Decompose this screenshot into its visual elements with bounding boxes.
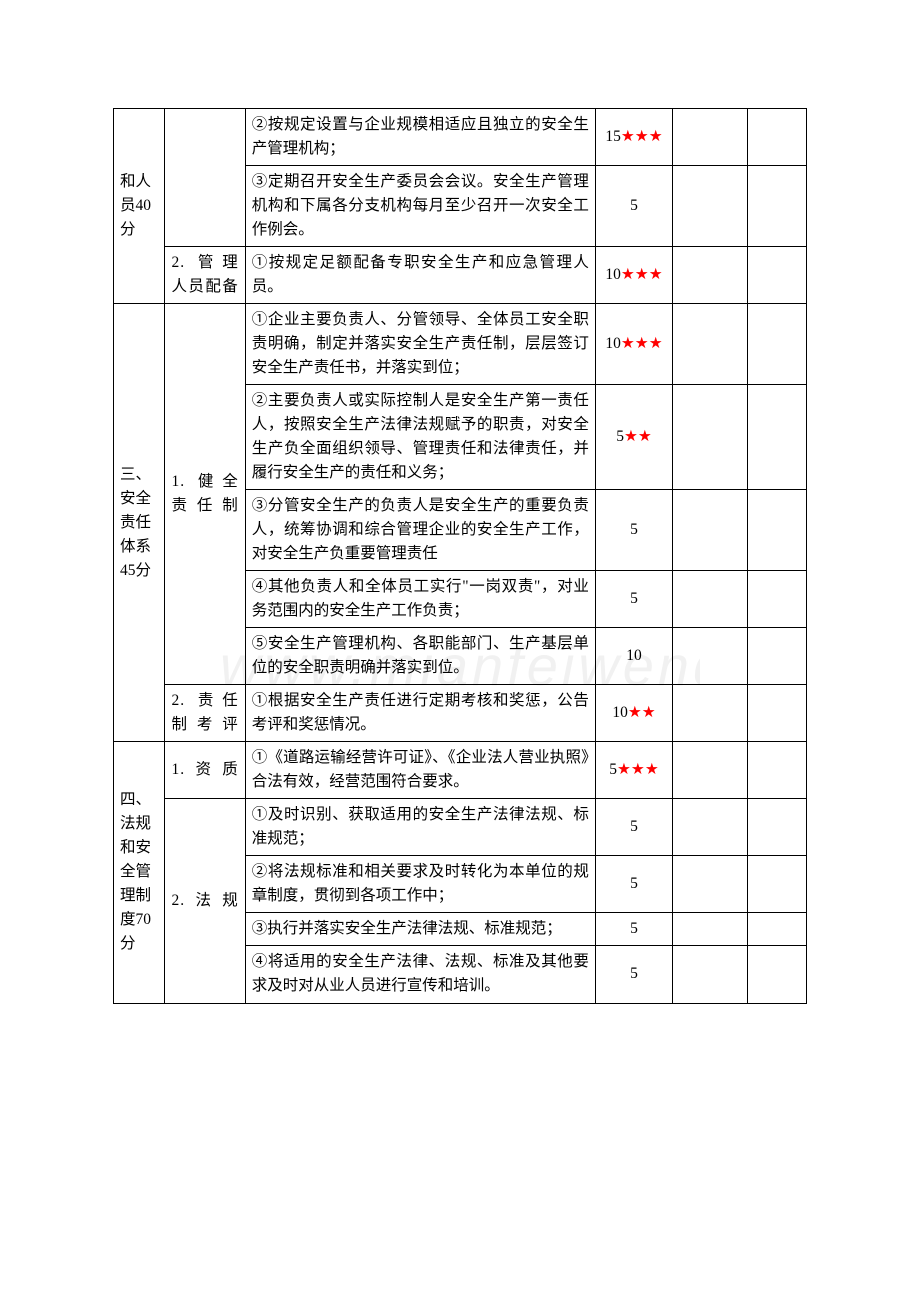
table-row: 2. 责任制考评 ①根据安全生产责任进行定期考核和奖惩，公告考评和奖惩情况。 1… — [114, 685, 807, 742]
empty-cell — [748, 490, 807, 571]
criteria-text: ⑤安全生产管理机构、各职能部门、生产基层单位的安全职责明确并落实到位。 — [245, 628, 595, 685]
empty-cell — [673, 742, 748, 799]
assessment-table: 和人员40分 ②按规定设置与企业规模相适应且独立的安全生产管理机构； 15★★★… — [113, 108, 807, 1004]
empty-cell — [673, 109, 748, 166]
criteria-text: ②主要负责人或实际控制人是安全生产第一责任人，按照安全生产法律法规赋予的职责，对… — [245, 385, 595, 490]
empty-cell — [673, 490, 748, 571]
criteria-text: ④其他负责人和全体员工实行"一岗双责"，对业务范围内的安全生产工作负责； — [245, 571, 595, 628]
score-value: 5 — [630, 590, 638, 607]
score-cell: 5 — [595, 856, 672, 913]
empty-cell — [748, 628, 807, 685]
score-value: 10 — [626, 647, 642, 664]
score-value: 5 — [630, 875, 638, 892]
empty-cell — [673, 799, 748, 856]
item-label: 1.资质 — [165, 742, 245, 799]
empty-cell — [673, 571, 748, 628]
score-cell: 5 — [595, 490, 672, 571]
score-value: 5 — [630, 197, 638, 214]
score-value: 5 — [630, 521, 638, 538]
table-row: 四、法规和安全管理制度70分 1.资质 ①《道路运输经营许可证》、《企业法人营业… — [114, 742, 807, 799]
item-label — [165, 109, 245, 247]
empty-cell — [748, 742, 807, 799]
empty-cell — [673, 628, 748, 685]
section-label: 三、安全责任体系45分 — [114, 304, 165, 742]
score-value: 5 — [630, 920, 638, 937]
score-cell: 5 — [595, 166, 672, 247]
empty-cell — [748, 799, 807, 856]
empty-cell — [748, 685, 807, 742]
criteria-text: ③定期召开安全生产委员会会议。安全生产管理机构和下属各分支机构每月至少召开一次安… — [245, 166, 595, 247]
table-row: 三、安全责任体系45分 1. 健全责任制 ①企业主要负责人、分管领导、全体员工安… — [114, 304, 807, 385]
empty-cell — [673, 946, 748, 1003]
criteria-text: ①及时识别、获取适用的安全生产法律法规、标准规范； — [245, 799, 595, 856]
star-icon: ★★★ — [621, 128, 663, 145]
score-value: 10 — [605, 266, 621, 283]
score-cell: 10★★★ — [595, 304, 672, 385]
empty-cell — [748, 304, 807, 385]
section-label: 和人员40分 — [114, 109, 165, 304]
score-cell: 5 — [595, 913, 672, 946]
empty-cell — [748, 166, 807, 247]
criteria-text: ②按规定设置与企业规模相适应且独立的安全生产管理机构； — [245, 109, 595, 166]
item-label: 1. 健全责任制 — [165, 304, 245, 685]
score-value: 10 — [605, 335, 621, 352]
score-value: 5 — [630, 818, 638, 835]
score-value: 15 — [605, 128, 621, 145]
star-icon: ★★ — [624, 428, 652, 445]
empty-cell — [673, 166, 748, 247]
score-cell: 5★★ — [595, 385, 672, 490]
table-row: 2. 管理人员配备 ①按规定足额配备专职安全生产和应急管理人员。 10★★★ — [114, 247, 807, 304]
score-cell: 10 — [595, 628, 672, 685]
star-icon: ★★★ — [617, 761, 659, 778]
empty-cell — [748, 856, 807, 913]
score-value: 5 — [616, 428, 624, 445]
star-icon: ★★★ — [621, 266, 663, 283]
criteria-text: ①根据安全生产责任进行定期考核和奖惩，公告考评和奖惩情况。 — [245, 685, 595, 742]
empty-cell — [748, 571, 807, 628]
table-row: 和人员40分 ②按规定设置与企业规模相适应且独立的安全生产管理机构； 15★★★ — [114, 109, 807, 166]
star-icon: ★★ — [628, 704, 656, 721]
score-cell: 10★★ — [595, 685, 672, 742]
item-label: 2. 责任制考评 — [165, 685, 245, 742]
criteria-text: ①企业主要负责人、分管领导、全体员工安全职责明确，制定并落实安全生产责任制，层层… — [245, 304, 595, 385]
empty-cell — [748, 946, 807, 1003]
score-value: 10 — [612, 704, 628, 721]
empty-cell — [748, 913, 807, 946]
star-icon: ★★★ — [621, 335, 663, 352]
table-row: 2.法规 ①及时识别、获取适用的安全生产法律法规、标准规范； 5 — [114, 799, 807, 856]
score-cell: 5 — [595, 946, 672, 1003]
empty-cell — [748, 247, 807, 304]
empty-cell — [673, 685, 748, 742]
criteria-text: ③分管安全生产的负责人是安全生产的重要负责人，统筹协调和综合管理企业的安全生产工… — [245, 490, 595, 571]
empty-cell — [673, 913, 748, 946]
empty-cell — [748, 109, 807, 166]
item-label: 2.法规 — [165, 799, 245, 1003]
empty-cell — [673, 247, 748, 304]
empty-cell — [673, 385, 748, 490]
criteria-text: ③执行并落实安全生产法律法规、标准规范； — [245, 913, 595, 946]
score-value: 5 — [630, 965, 638, 982]
item-label: 2. 管理人员配备 — [165, 247, 245, 304]
empty-cell — [673, 856, 748, 913]
score-cell: 5 — [595, 571, 672, 628]
score-cell: 15★★★ — [595, 109, 672, 166]
criteria-text: ②将法规标准和相关要求及时转化为本单位的规章制度，贯彻到各项工作中； — [245, 856, 595, 913]
score-value: 5 — [609, 761, 617, 778]
criteria-text: ④将适用的安全生产法律、法规、标准及其他要求及时对从业人员进行宣传和培训。 — [245, 946, 595, 1003]
score-cell: 5★★★ — [595, 742, 672, 799]
empty-cell — [673, 304, 748, 385]
criteria-text: ①按规定足额配备专职安全生产和应急管理人员。 — [245, 247, 595, 304]
score-cell: 10★★★ — [595, 247, 672, 304]
score-cell: 5 — [595, 799, 672, 856]
section-label: 四、法规和安全管理制度70分 — [114, 742, 165, 1003]
criteria-text: ①《道路运输经营许可证》、《企业法人营业执照》合法有效，经营范围符合要求。 — [245, 742, 595, 799]
empty-cell — [748, 385, 807, 490]
